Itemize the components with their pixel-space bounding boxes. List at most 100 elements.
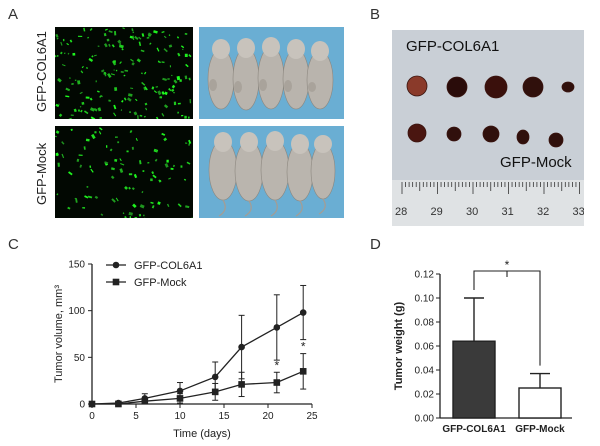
gfp-signal [177,203,182,208]
y-tick-label: 0.10 [415,294,435,305]
gfp-signal [151,171,155,175]
y-tick-label: 0.04 [415,366,435,377]
data-point [176,395,184,402]
gfp-signal [111,167,115,171]
gfp-signal [104,28,108,31]
tumor-photo: GFP-COL6A1 GFP-Mock 28 29 30 31 32 33 [392,30,584,226]
gfp-signal [184,53,188,58]
gfp-signal [143,115,146,118]
gfp-signal [120,70,124,74]
gfp-signal [55,130,60,135]
data-point [273,324,281,331]
gfp-signal [132,31,135,34]
gfp-signal [104,161,109,165]
gfp-signal [84,195,89,199]
gfp-signal [106,145,108,148]
gfp-signal [69,77,71,79]
gfp-signal [142,170,145,172]
gfp-signal [67,52,70,55]
gfp-signal [124,69,129,72]
gfp-signal [177,111,179,114]
gfp-signal [72,52,76,56]
data-point [273,379,281,386]
tumor-label-mock: GFP-Mock [500,154,572,171]
gfp-signal [100,213,104,217]
data-point [211,388,219,396]
gfp-signal [161,113,165,117]
x-tick-label: GFP-Mock [515,424,565,435]
data-point [211,373,219,381]
panel-letter-a: A [8,6,19,23]
gfp-signal [89,165,92,168]
data-point [238,381,245,388]
gfp-signal [144,102,148,106]
gfp-signal [161,91,165,95]
gfp-signal [111,44,115,48]
gfp-signal [167,78,170,80]
gfp-signal [141,33,145,37]
data-point [238,343,245,351]
gfp-signal [60,41,63,46]
gfp-signal [134,35,139,40]
gfp-signal [161,30,165,34]
gfp-signal [85,67,89,69]
gfp-signal [176,36,180,39]
gfp-signal [171,74,173,77]
x-tick-label: 10 [174,411,186,422]
data-point [299,309,307,316]
gfp-signal [134,217,138,218]
gfp-signal [83,27,86,32]
gfp-signal [87,195,93,199]
gfp-signal [110,175,115,180]
legend-label: GFP-COL6A1 [134,260,202,272]
panel-letter-b: B [370,6,381,23]
gfp-signal [131,62,135,66]
bar-0 [452,340,496,419]
gfp-signal [133,111,138,116]
gfp-signal [78,154,83,157]
gfp-signal [58,103,60,105]
gfp-signal [124,186,128,190]
gfp-signal [68,117,72,119]
gfp-signal [124,216,127,218]
gfp-signal [187,116,190,119]
gfp-signal [135,98,138,102]
ruler-label: 28 [395,206,408,218]
gfp-signal [164,91,168,96]
gfp-signal [95,80,97,83]
gfp-signal [147,162,150,164]
gfp-signal [74,79,77,82]
gfp-signal [120,109,123,111]
gfp-signal [127,93,133,97]
gfp-signal [97,45,100,47]
gfp-signal [180,45,185,49]
gfp-signal [146,37,150,39]
gfp-signal [166,203,170,208]
gfp-signal [157,201,161,205]
gfp-signal [69,39,73,43]
gfp-signal [118,43,122,46]
x-tick-label: 25 [306,411,318,422]
gfp-signal [106,38,110,42]
y-tick-label: 100 [68,306,85,317]
gfp-signal [185,63,189,68]
data-point [176,387,184,395]
gfp-signal [188,77,191,81]
gfp-signal [123,74,126,77]
gfp-signal [115,197,119,202]
gfp-signal [163,35,167,39]
gfp-signal [144,86,148,91]
gfp-signal [55,152,59,156]
gfp-signal [71,82,74,85]
gfp-signal [138,213,142,217]
gfp-signal [70,128,73,132]
gfp-signal [149,42,152,45]
gfp-signal [136,58,141,63]
gfp-signal [181,114,184,117]
ruler-label: 30 [466,206,479,218]
gfp-signal [121,48,124,51]
gfp-signal [153,90,158,94]
gfp-signal [169,65,172,68]
significance-marker: * [301,340,306,354]
gfp-signal [131,187,135,191]
